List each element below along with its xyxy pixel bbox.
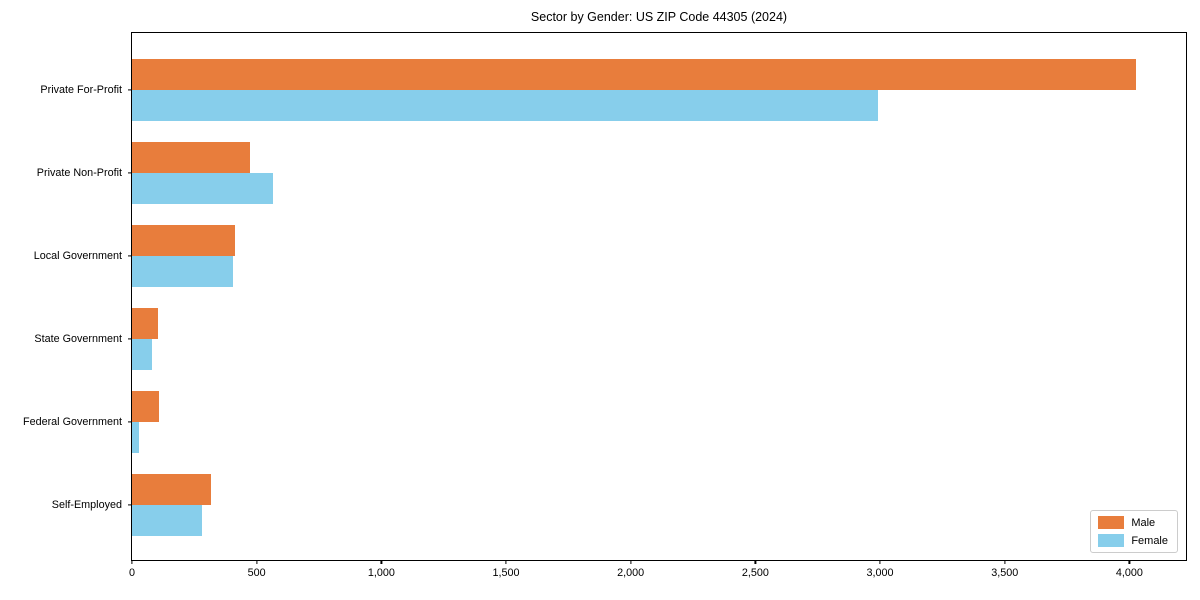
x-tick-label: 0	[128, 567, 136, 579]
bar-male-5	[132, 473, 211, 505]
legend-swatch-female	[1098, 534, 1125, 547]
y-tick-label: Self-Employed	[51, 498, 122, 511]
x-tick-label: 3,000	[866, 567, 894, 579]
bar-male-3	[132, 307, 159, 339]
bar-male-4	[132, 390, 160, 422]
x-tick-mark	[1128, 560, 1130, 564]
x-tick-mark	[256, 560, 258, 564]
bar-female-3	[132, 338, 153, 370]
x-tick-label: 3,500	[991, 567, 1019, 579]
bar-female-2	[132, 256, 234, 288]
x-tick-mark	[879, 560, 881, 564]
plot-area: Private For-Profit Private Non-Profit Loca…	[23, 32, 1187, 579]
x-tick-mark	[1004, 560, 1006, 564]
x-tick-mark	[505, 560, 507, 564]
chart-title: Sector by Gender: US ZIP Code 44305 (202…	[530, 10, 788, 24]
x-tick-mark	[630, 560, 632, 564]
bar-female-4	[132, 421, 140, 453]
bar-male-1	[132, 142, 251, 174]
y-tick-label: Federal Government	[22, 415, 122, 428]
bar-female-5	[132, 504, 203, 536]
legend-label: Male	[1131, 516, 1156, 529]
bar-female-0	[132, 90, 878, 122]
y-tick-label: Local Government	[33, 250, 122, 263]
legend-label: Female	[1131, 534, 1168, 547]
legend-item-male: Male	[1098, 516, 1168, 529]
y-tick-mark	[128, 89, 132, 91]
x-tick-label: 1,000	[367, 567, 395, 579]
x-tick-label: 500	[247, 567, 266, 579]
y-tick-label: Private For-Profit	[40, 84, 122, 97]
x-tick-label: 2,500	[741, 567, 769, 579]
legend-item-female: Female	[1098, 534, 1168, 547]
x-tick-mark	[131, 560, 133, 564]
y-tick-mark	[128, 255, 132, 257]
x-tick-label: 4,000	[1115, 567, 1143, 579]
x-tick-label: 1,500	[492, 567, 520, 579]
y-tick-label: Private Non-Profit	[36, 167, 122, 180]
legend: Male Female	[1090, 510, 1178, 553]
legend-swatch-male	[1098, 516, 1125, 529]
x-tick-mark	[380, 560, 382, 564]
x-tick-mark	[754, 560, 756, 564]
y-tick-mark	[128, 504, 132, 506]
y-tick-mark	[128, 172, 132, 174]
y-tick-mark	[128, 421, 132, 423]
bar-female-1	[132, 173, 274, 205]
y-tick-mark	[128, 338, 132, 340]
x-tick-label: 2,000	[617, 567, 645, 579]
y-tick-label: State Government	[34, 332, 122, 345]
bar-male-0	[132, 59, 1136, 91]
bar-male-2	[132, 225, 235, 257]
